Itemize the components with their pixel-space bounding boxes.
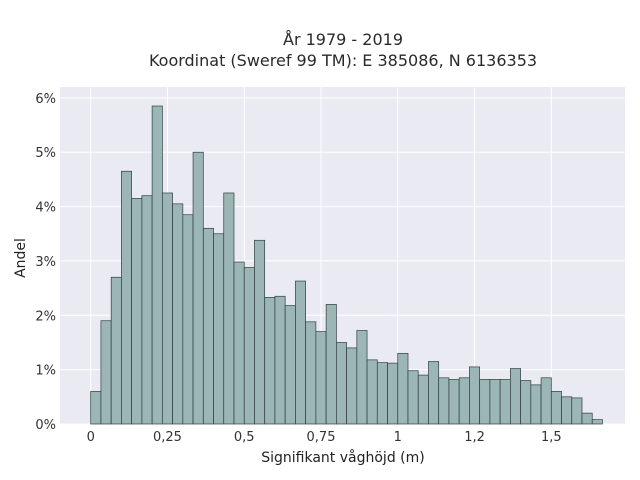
chart-subtitle: Koordinat (Sweref 99 TM): E 385086, N 61…	[149, 51, 537, 70]
histogram-bar	[161, 192, 173, 425]
y-tick-label: 4%	[35, 201, 56, 216]
x-axis-label: Signifikant våghöjd (m)	[261, 449, 424, 466]
histogram-bar	[356, 330, 368, 425]
x-tick-label: 0,25	[153, 430, 182, 445]
histogram-bar	[489, 379, 501, 425]
y-tick-label: 0%	[35, 418, 56, 433]
histogram-bar	[428, 361, 440, 425]
y-tick-label: 2%	[35, 309, 56, 324]
histogram-bar	[417, 374, 429, 425]
histogram-bar	[264, 297, 276, 425]
histogram-bar	[182, 214, 194, 425]
histogram-bar	[571, 397, 583, 425]
histogram-bar	[223, 192, 235, 425]
x-tick-label: 1,5	[541, 430, 562, 445]
y-tick-label: 6%	[35, 92, 56, 107]
histogram-bar	[510, 368, 521, 425]
histogram-bar	[448, 379, 460, 425]
histogram-bar	[520, 380, 532, 425]
histogram-bar	[591, 419, 603, 425]
histogram-bar	[131, 198, 143, 425]
histogram-bar	[550, 391, 562, 425]
histogram-bar	[213, 233, 225, 425]
histogram-bar	[90, 391, 102, 425]
histogram-bar	[110, 276, 122, 425]
histogram-bar	[561, 396, 573, 425]
histogram-bar	[336, 342, 347, 425]
histogram-bar	[376, 362, 388, 425]
histogram-bar	[366, 359, 378, 425]
chart-title: År 1979 - 2019	[283, 30, 403, 49]
histogram-bar	[121, 170, 132, 425]
histogram-bars	[90, 105, 603, 425]
histogram-bar	[530, 384, 542, 425]
y-tick-label: 1%	[35, 364, 56, 379]
x-tick-label: 1	[394, 430, 402, 445]
histogram-bar	[407, 370, 419, 425]
histogram-bar	[233, 261, 245, 425]
x-axis-ticks: 0 0,25 0,5 0,75 1 1,2 1,5	[87, 430, 562, 445]
y-axis-label: Andel	[13, 238, 29, 278]
histogram-bar	[315, 331, 327, 425]
histogram-bar	[284, 305, 296, 425]
histogram-bar	[346, 347, 358, 425]
histogram-bar	[469, 366, 480, 425]
x-tick-label: 0,5	[234, 430, 255, 445]
histogram-bar	[325, 304, 337, 425]
x-tick-label: 1,2	[464, 430, 485, 445]
y-tick-label: 3%	[35, 255, 56, 270]
y-axis-ticks: 0% 1% 2% 3% 4% 5% 6%	[35, 92, 56, 433]
histogram-bar	[202, 227, 214, 425]
histogram-bar	[397, 352, 409, 425]
histogram-bar	[141, 195, 153, 425]
histogram-bar	[151, 105, 163, 425]
histogram-bar	[387, 362, 399, 425]
histogram-bar	[499, 379, 511, 425]
y-tick-label: 5%	[35, 146, 56, 161]
histogram-bar	[438, 377, 450, 425]
histogram-bar	[581, 412, 593, 425]
histogram-bar	[100, 320, 112, 425]
histogram-bar	[254, 239, 266, 425]
histogram-bar	[192, 151, 204, 425]
histogram-bar	[540, 377, 552, 425]
x-tick-label: 0	[87, 430, 95, 445]
histogram-bar	[458, 377, 470, 425]
histogram-bar	[243, 267, 255, 425]
histogram-bar	[172, 203, 184, 425]
histogram-bar	[274, 295, 286, 425]
histogram-bar	[295, 280, 307, 425]
histogram-bar	[479, 379, 491, 425]
histogram-bar	[305, 321, 317, 425]
x-tick-label: 0,75	[307, 430, 336, 445]
